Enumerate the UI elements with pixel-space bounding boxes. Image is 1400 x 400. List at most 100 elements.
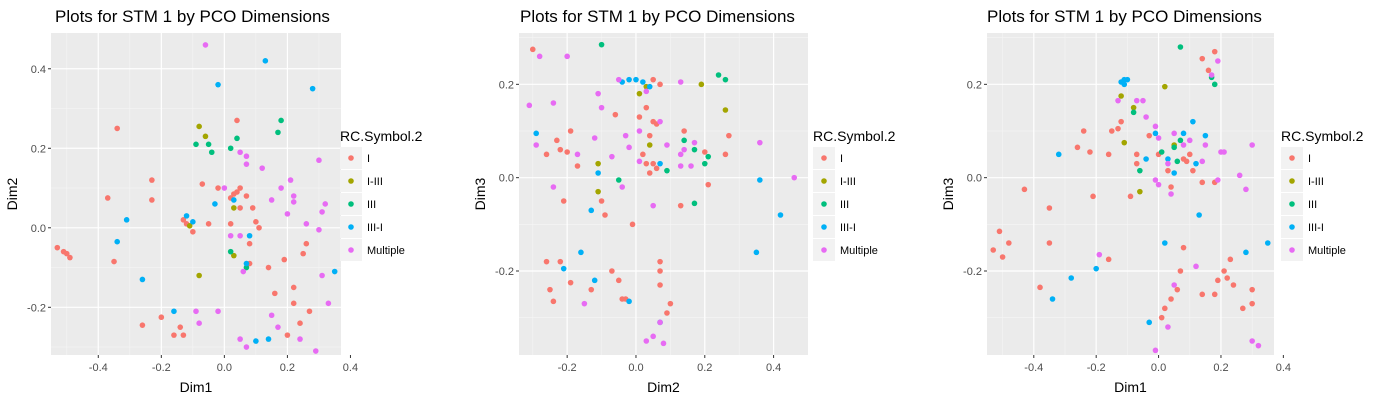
legend-label: III-I: [367, 222, 383, 234]
data-point: [325, 300, 332, 307]
data-point: [657, 258, 663, 265]
data-point: [646, 170, 653, 176]
legend-label: Multiple: [367, 245, 405, 257]
data-point: [234, 135, 240, 142]
data-point: [243, 260, 250, 267]
legend: RC.Symbol.2 I I-III III III-I Multiple: [340, 128, 423, 261]
data-point: [1162, 240, 1168, 246]
data-point: [688, 163, 694, 169]
data-point: [640, 79, 646, 85]
data-point: [650, 160, 656, 167]
data-point: [567, 279, 574, 286]
data-point: [653, 165, 660, 172]
data-point: [215, 185, 221, 191]
data-point: [626, 144, 632, 151]
data-point: [123, 217, 130, 223]
data-point: [319, 272, 325, 279]
data-point: [246, 232, 253, 239]
data-point: [1177, 137, 1184, 144]
data-point: [595, 160, 601, 167]
data-point: [63, 250, 70, 257]
data-point: [1168, 296, 1174, 302]
data-point: [111, 258, 117, 265]
data-point: [290, 300, 297, 307]
data-point: [1146, 132, 1153, 139]
data-point: [281, 256, 288, 263]
data-point: [646, 132, 653, 139]
data-point: [609, 153, 615, 160]
legend-key: [348, 178, 354, 184]
data-point: [1193, 160, 1199, 167]
data-points: [54, 42, 338, 354]
data-point: [1255, 342, 1262, 349]
data-point: [1221, 268, 1227, 274]
data-point: [574, 151, 581, 158]
data-point: [636, 90, 643, 97]
chart-title: Plots for STM 1 by PCO Dimensions: [55, 7, 330, 26]
legend-title: RC.Symbol.2: [813, 128, 896, 144]
data-point: [1124, 76, 1131, 83]
data-point: [1180, 244, 1187, 251]
data-point: [1152, 123, 1159, 130]
x-axis-title: Dim2: [647, 379, 680, 395]
data-point: [190, 228, 196, 235]
legend-label: I-III: [367, 176, 383, 188]
chart-title: Plots for STM 1 by PCO Dimensions: [987, 7, 1262, 26]
data-point: [284, 332, 291, 338]
data-point: [1180, 130, 1187, 137]
data-point: [677, 163, 684, 169]
x-tick-label: -0.2: [558, 362, 577, 374]
data-point: [560, 198, 567, 204]
data-point: [312, 348, 319, 354]
data-point: [1140, 97, 1146, 104]
data-point: [1074, 144, 1081, 151]
x-tick-label: -0.2: [1087, 362, 1106, 374]
data-point: [272, 290, 278, 297]
data-point: [722, 76, 729, 83]
data-point: [629, 221, 636, 228]
data-point: [1199, 158, 1206, 165]
data-point: [1171, 130, 1177, 137]
data-point: [557, 258, 564, 265]
data-point: [268, 312, 275, 319]
data-point: [1196, 212, 1202, 218]
chart-panel-2: Plots for STM 1 by PCO Dimensions -0.2 0.0…: [472, 7, 896, 395]
data-point: [691, 139, 698, 146]
data-point: [1130, 104, 1137, 111]
legend-label: Multiple: [1308, 245, 1346, 257]
data-point: [1165, 324, 1171, 330]
data-point: [1165, 156, 1171, 162]
data-point: [550, 184, 557, 190]
data-point: [1205, 67, 1212, 74]
y-tick-label: 0.0: [499, 173, 514, 185]
data-point: [221, 185, 228, 191]
data-point: [554, 137, 560, 144]
data-point: [1155, 135, 1162, 141]
data-point: [1118, 93, 1124, 99]
data-point: [529, 46, 536, 53]
data-point: [536, 53, 543, 60]
x-tick-label: -0.2: [152, 362, 171, 374]
data-point: [588, 207, 595, 214]
legend: RC.Symbol.2 I I-III III III-I Multiple: [1281, 128, 1364, 261]
data-point: [1215, 58, 1221, 64]
data-point: [1186, 137, 1193, 144]
legend-title: RC.Symbol.2: [340, 128, 423, 144]
data-point: [1046, 205, 1053, 211]
data-point: [626, 76, 632, 83]
data-point: [1221, 149, 1227, 155]
data-point: [231, 197, 237, 203]
data-point: [701, 160, 708, 167]
data-point: [1190, 167, 1196, 174]
data-point: [1211, 291, 1218, 298]
legend-key: [1289, 201, 1295, 207]
legend-label: III: [840, 199, 849, 211]
data-point: [650, 76, 656, 83]
x-tick-label: 0.2: [1213, 362, 1228, 374]
data-point: [237, 336, 243, 342]
data-point: [290, 284, 297, 291]
data-point: [246, 240, 253, 247]
y-tick-label: 0.0: [967, 173, 982, 185]
data-point: [1049, 296, 1056, 302]
data-point: [626, 298, 632, 305]
